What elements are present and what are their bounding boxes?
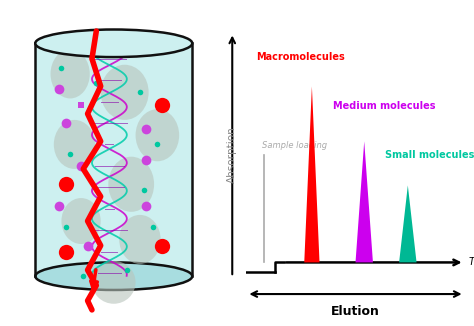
Ellipse shape: [62, 198, 100, 244]
Polygon shape: [356, 141, 373, 262]
Text: Time: Time: [469, 258, 474, 267]
Text: Absorption: Absorption: [227, 126, 237, 183]
Ellipse shape: [51, 50, 90, 98]
Ellipse shape: [92, 261, 136, 304]
Ellipse shape: [35, 262, 192, 290]
Text: Macromolecules: Macromolecules: [256, 52, 346, 62]
Polygon shape: [399, 185, 417, 262]
Text: Small molecules: Small molecules: [385, 150, 474, 160]
Ellipse shape: [108, 157, 154, 212]
Ellipse shape: [35, 29, 192, 57]
Ellipse shape: [119, 215, 161, 264]
Text: Medium molecules: Medium molecules: [333, 101, 435, 111]
Ellipse shape: [100, 65, 149, 120]
Ellipse shape: [136, 109, 179, 161]
Bar: [35, 43, 192, 276]
Ellipse shape: [54, 120, 95, 169]
Polygon shape: [304, 86, 319, 262]
Text: Elution: Elution: [331, 304, 380, 318]
Text: Sample loading: Sample loading: [262, 141, 327, 150]
